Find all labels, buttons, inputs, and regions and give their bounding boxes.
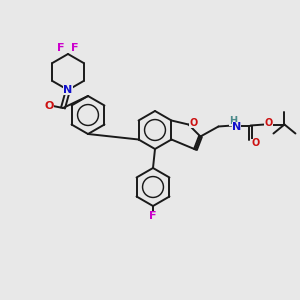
Text: N: N: [63, 85, 73, 95]
Text: N: N: [232, 122, 241, 131]
Text: H: H: [230, 116, 238, 125]
Text: O: O: [251, 139, 260, 148]
Text: O: O: [264, 118, 273, 128]
Text: F: F: [71, 43, 79, 53]
Text: F: F: [149, 211, 157, 221]
Text: O: O: [44, 101, 54, 111]
Text: O: O: [189, 118, 198, 128]
Text: F: F: [57, 43, 65, 53]
